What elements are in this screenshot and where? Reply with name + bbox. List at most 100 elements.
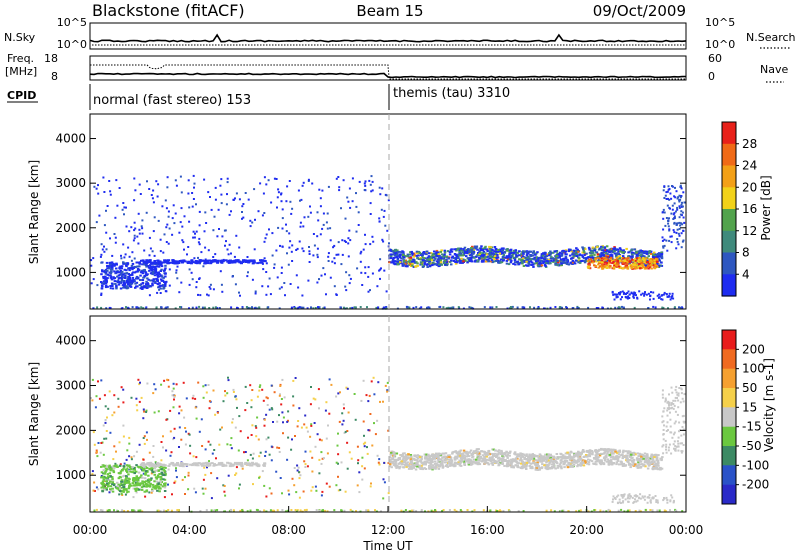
echo-cell	[532, 455, 535, 458]
echo-cell	[515, 460, 518, 463]
echo-cell	[178, 412, 181, 415]
echo-cell	[519, 452, 522, 455]
echo-cell	[192, 455, 195, 458]
echo-cell	[501, 256, 505, 258]
colorbar-tick-label: 4	[742, 267, 750, 281]
echo-cell	[249, 225, 252, 228]
echo-cell	[464, 459, 467, 462]
echo-cell	[204, 246, 207, 249]
echo-cell	[140, 467, 144, 469]
echo-cell	[429, 256, 433, 259]
echo-cell	[671, 204, 674, 207]
echo-cell	[335, 395, 338, 398]
echo-cell	[258, 455, 261, 458]
echo-cell	[256, 262, 260, 265]
echo-cell	[516, 464, 519, 467]
echo-cell	[599, 248, 603, 251]
echo-cell	[630, 264, 633, 267]
echo-cell	[649, 261, 652, 264]
echo-cell	[615, 295, 618, 298]
echo-cell	[141, 232, 144, 235]
echo-cell	[160, 284, 163, 287]
echo-cell	[387, 429, 390, 432]
echo-cell	[675, 190, 678, 193]
echo-cell	[308, 253, 311, 255]
echo-cell	[146, 277, 149, 280]
echo-cell	[470, 247, 473, 250]
echo-cell	[141, 263, 144, 266]
echo-cell	[323, 306, 326, 309]
echo-cell	[139, 482, 143, 485]
echo-cell	[195, 286, 198, 289]
echo-cell	[251, 424, 254, 427]
echo-cell	[480, 457, 483, 460]
echo-cell	[194, 464, 198, 467]
echo-cell	[396, 254, 399, 257]
echo-cell	[151, 284, 154, 287]
echo-cell	[265, 438, 268, 441]
echo-cell	[173, 436, 176, 439]
echo-cell	[91, 470, 94, 473]
echo-cell	[326, 212, 329, 215]
echo-cell	[157, 183, 160, 186]
echo-cell	[548, 460, 552, 463]
echo-cell	[364, 180, 367, 183]
echo-cell	[416, 460, 419, 463]
echo-cell	[137, 479, 140, 482]
echo-cell	[575, 253, 579, 256]
echo-cell	[340, 207, 342, 210]
echo-cell	[138, 183, 141, 186]
echo-cell	[235, 260, 238, 262]
echo-cell	[578, 261, 582, 264]
nsky-left-tick-top: 10^5	[57, 16, 87, 29]
echo-cell	[192, 394, 195, 397]
echo-cell	[195, 417, 198, 420]
echo-cell	[275, 249, 278, 252]
echo-cell	[204, 448, 207, 451]
echo-cell	[235, 398, 238, 401]
cpid-label: CPID	[7, 89, 36, 102]
echo-cell	[120, 468, 124, 471]
colorbar-tick-label: 12	[742, 224, 757, 238]
echo-cell	[108, 472, 112, 475]
echo-cell	[399, 465, 402, 468]
echo-cell	[615, 253, 618, 256]
echo-cell	[530, 456, 534, 459]
echo-cell	[115, 284, 118, 287]
echo-cell	[501, 454, 504, 457]
echo-cell	[486, 260, 489, 263]
echo-cell	[428, 256, 431, 259]
echo-cell	[467, 252, 471, 255]
echo-cell	[506, 248, 509, 250]
echo-cell	[159, 287, 162, 290]
echo-cell	[151, 266, 154, 268]
echo-cell	[228, 213, 231, 216]
echo-cell	[622, 306, 625, 309]
echo-cell	[131, 267, 134, 269]
echo-cell	[121, 494, 124, 496]
echo-cell	[270, 201, 273, 204]
echo-cell	[670, 296, 673, 298]
echo-cell	[437, 265, 440, 268]
echo-cell	[481, 252, 485, 255]
echo-cell	[435, 249, 439, 252]
echo-cell	[155, 306, 158, 309]
echo-cell	[251, 221, 254, 224]
echo-cell	[191, 462, 195, 465]
echo-cell	[315, 489, 318, 492]
echo-cell	[160, 268, 163, 271]
echo-cell	[278, 447, 281, 449]
echo-cell	[150, 269, 154, 272]
echo-cell	[434, 460, 437, 463]
echo-cell	[654, 264, 658, 267]
echo-cell	[606, 255, 610, 258]
echo-cell	[527, 456, 530, 459]
echo-cell	[174, 463, 178, 466]
echo-cell	[224, 390, 226, 393]
echo-cell	[638, 463, 642, 466]
echo-cell	[545, 461, 548, 463]
echo-cell	[154, 262, 158, 265]
echo-cell	[209, 287, 212, 290]
echo-cell	[153, 254, 156, 257]
echo-cell	[559, 251, 562, 254]
